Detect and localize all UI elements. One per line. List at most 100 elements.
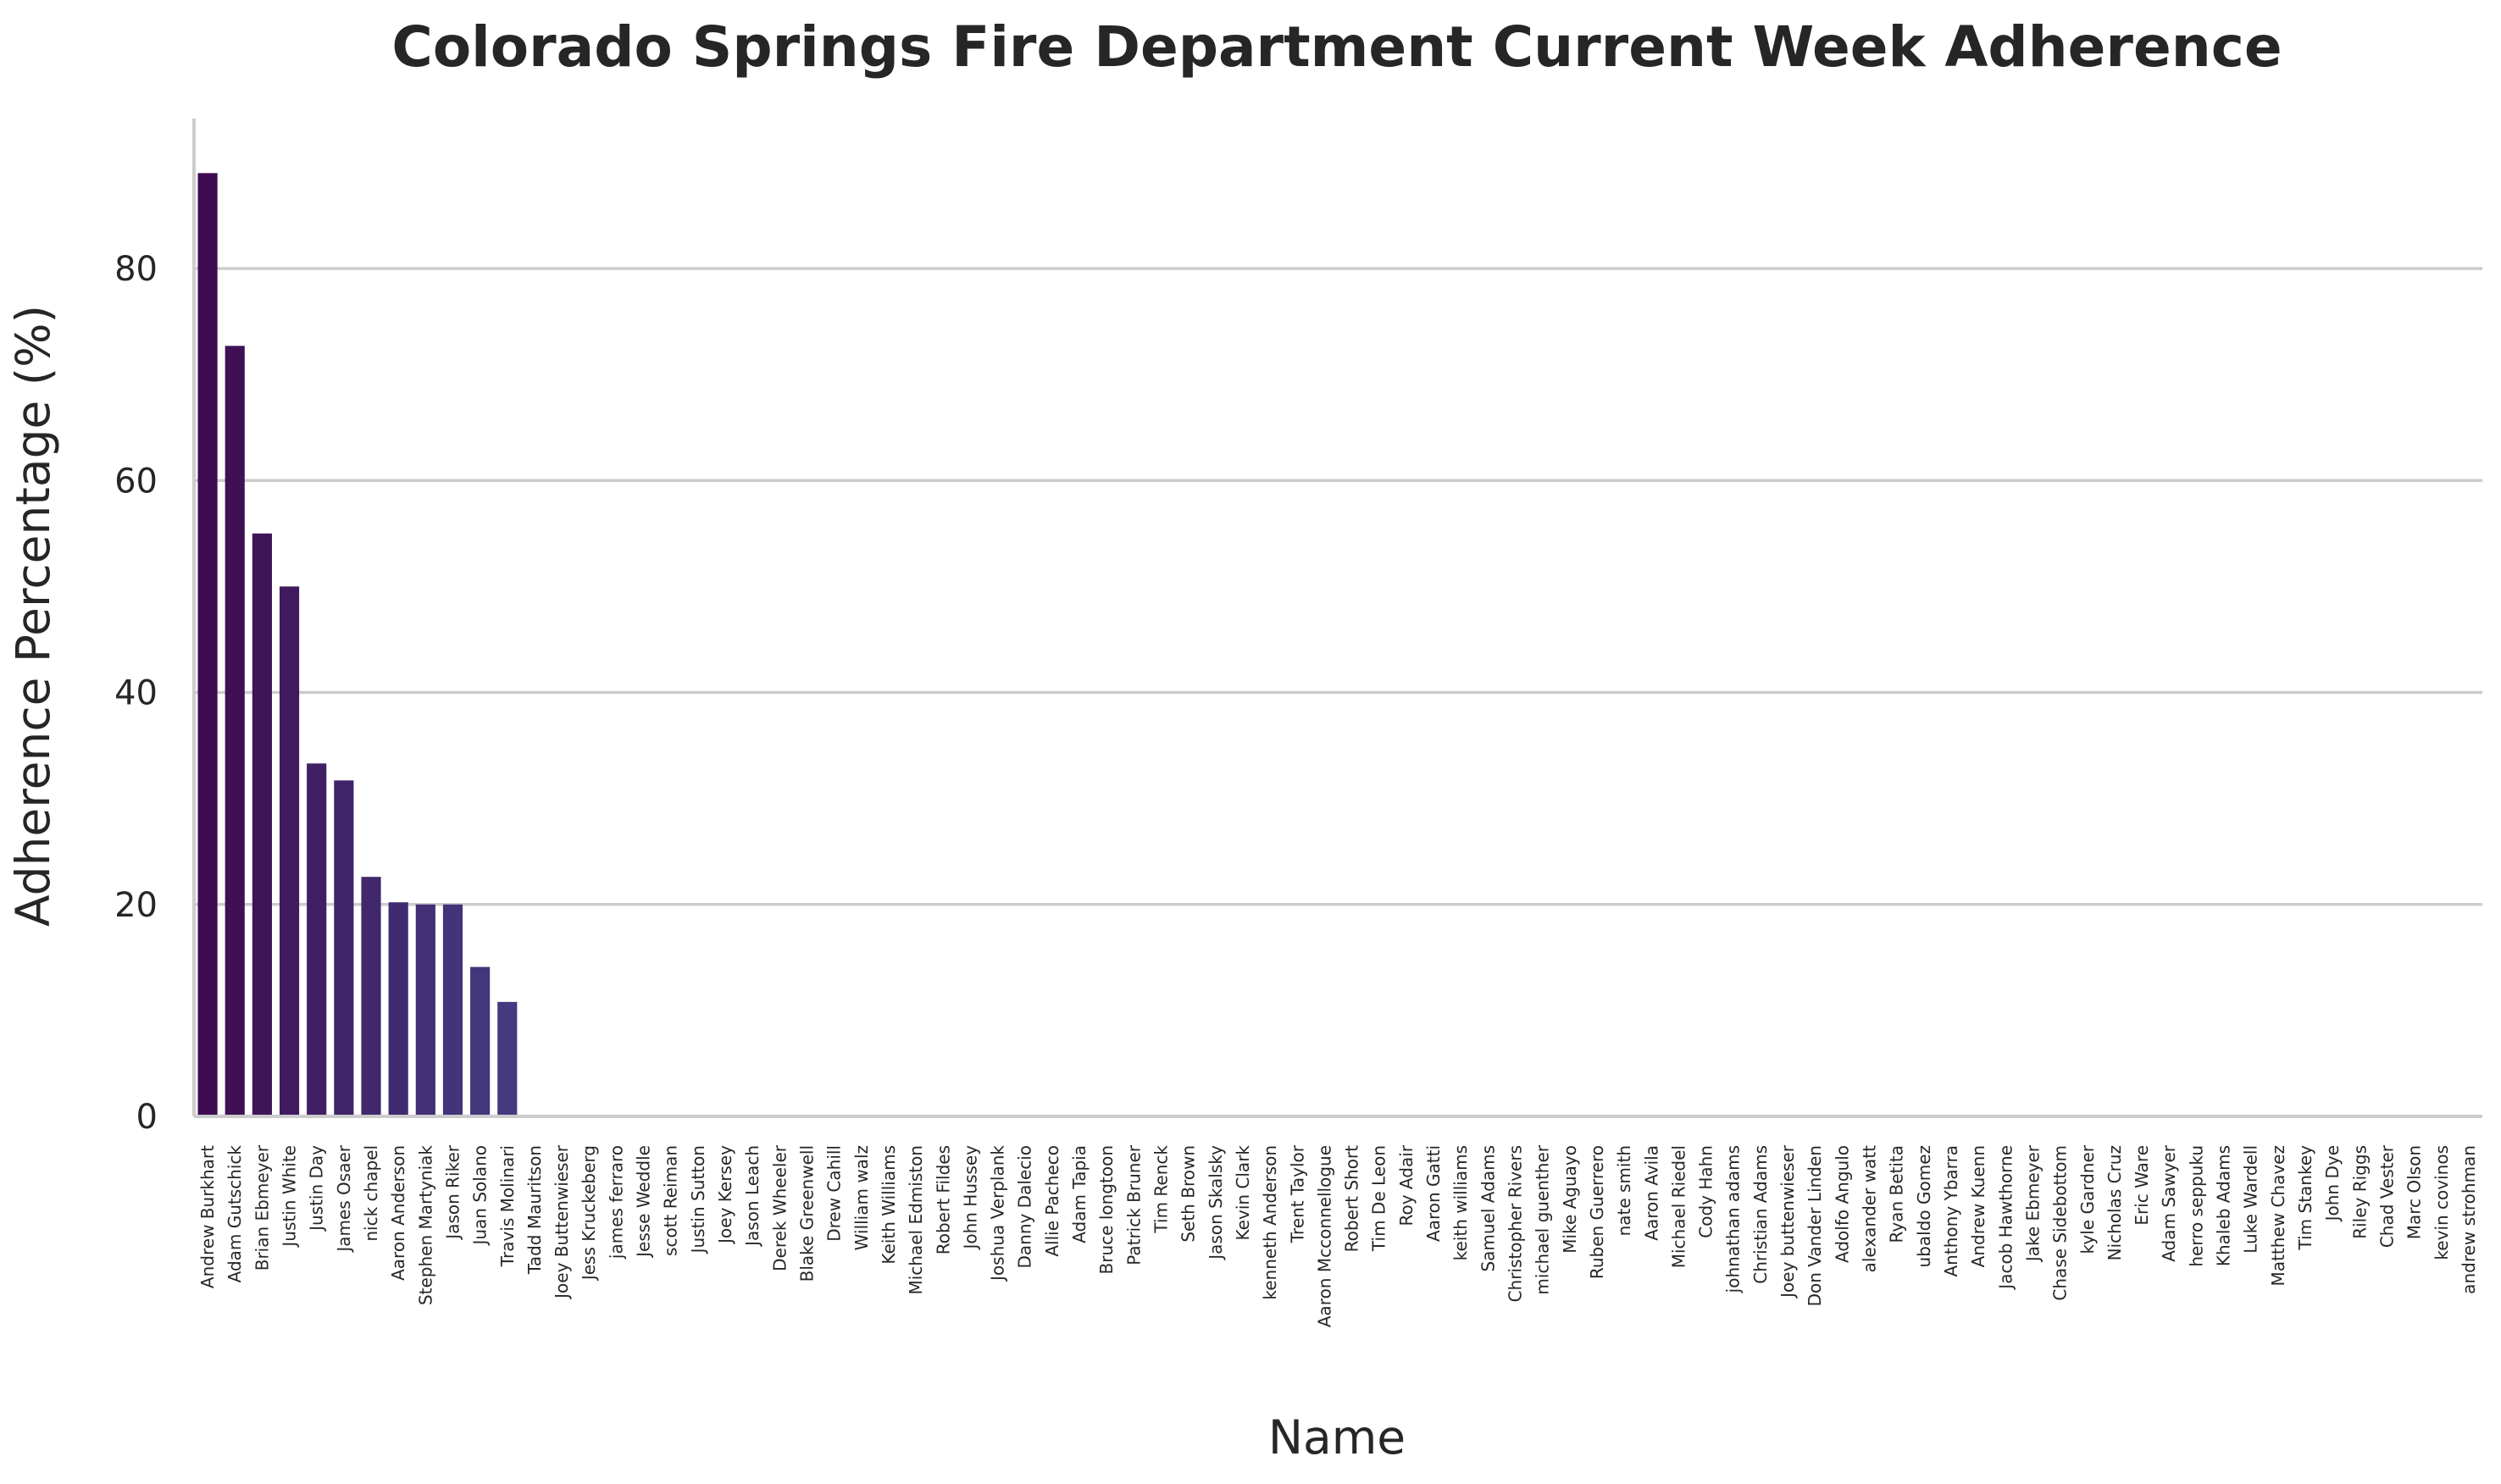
x-tick-label: Aaron Avila bbox=[1641, 1145, 1661, 1241]
x-tick-label: Blake Greenwell bbox=[796, 1145, 817, 1282]
x-tick-label: Nicholas Cruz bbox=[2104, 1145, 2125, 1260]
x-tick-label: Brian Ebmeyer bbox=[252, 1144, 272, 1271]
y-tick-label: 40 bbox=[114, 674, 158, 713]
x-tick-label: Jess Kruckeberg bbox=[579, 1145, 599, 1282]
x-tick-label: Jason Skalsky bbox=[1206, 1145, 1226, 1261]
x-tick-label: Don Vander Linden bbox=[1805, 1145, 1825, 1306]
x-tick-label: herro seppuku bbox=[2186, 1145, 2206, 1267]
x-tick-label: nate smith bbox=[1614, 1145, 1634, 1236]
x-tick-label: Eric Ware bbox=[2132, 1145, 2152, 1226]
x-tick-label: Trent Taylor bbox=[1287, 1144, 1307, 1243]
x-tick-labels: Andrew Burkhart Adam Gutschick Brian Ebmey… bbox=[197, 1144, 2479, 1327]
x-tick-label: kevin covinos bbox=[2432, 1145, 2452, 1260]
x-tick-label: Andrew Kuenn bbox=[1968, 1145, 1988, 1267]
y-tick-label: 0 bbox=[136, 1098, 158, 1137]
x-tick-label: Keith Williams bbox=[879, 1145, 899, 1265]
bar bbox=[470, 966, 491, 1116]
x-tick-label: Joey Buttenwieser bbox=[552, 1144, 572, 1300]
x-tick-label: nick chapel bbox=[361, 1145, 381, 1242]
x-tick-label: Christopher Rivers bbox=[1506, 1145, 1526, 1302]
x-tick-label: Aaron Anderson bbox=[388, 1145, 408, 1281]
x-tick-label: Justin White bbox=[280, 1145, 300, 1249]
y-axis-label: Adherence Percentage (%) bbox=[6, 305, 60, 927]
x-tick-label: alexander watt bbox=[1860, 1145, 1880, 1273]
x-tick-label: John Dye bbox=[2322, 1145, 2343, 1222]
x-tick-label: Jesse Weddle bbox=[634, 1145, 654, 1259]
x-tick-label: Robert Fildes bbox=[933, 1145, 953, 1254]
chart-title: Colorado Springs Fire Department Current… bbox=[391, 14, 2282, 80]
x-tick-label: keith williams bbox=[1450, 1145, 1471, 1260]
x-tick-label: james ferraro bbox=[606, 1145, 626, 1260]
x-tick-label: Ruben Guerrero bbox=[1587, 1145, 1607, 1279]
bar bbox=[415, 904, 435, 1116]
x-tick-label: kyle Gardner bbox=[2077, 1144, 2098, 1254]
x-tick-label: Luke Wardell bbox=[2241, 1145, 2261, 1254]
x-tick-label: Allie Pacheco bbox=[1042, 1145, 1062, 1257]
x-tick-label: Khaleb Adams bbox=[2214, 1145, 2234, 1266]
x-tick-label: Robert Short bbox=[1342, 1145, 1362, 1252]
x-tick-label: Bruce longtoon bbox=[1096, 1145, 1117, 1274]
bar bbox=[225, 346, 245, 1116]
y-tick-label: 20 bbox=[114, 886, 158, 925]
x-tick-label: Travis Molinari bbox=[497, 1145, 518, 1267]
x-tick-label: Tim Stankey bbox=[2295, 1145, 2315, 1251]
x-tick-label: Joshua Verplank bbox=[988, 1145, 1008, 1282]
x-tick-label: Riley Riggs bbox=[2349, 1145, 2370, 1239]
x-tick-label: James Osaer bbox=[334, 1144, 354, 1253]
x-tick-label: Adolfo Angulo bbox=[1832, 1145, 1852, 1263]
x-tick-label: Seth Brown bbox=[1178, 1145, 1199, 1243]
x-tick-label: Samuel Adams bbox=[1478, 1145, 1498, 1272]
x-tick-label: kenneth Anderson bbox=[1260, 1145, 1280, 1300]
x-tick-label: Marc Olson bbox=[2404, 1145, 2425, 1239]
x-tick-label: Joey buttenwieser bbox=[1777, 1144, 1798, 1299]
x-tick-label: ubaldo Gomez bbox=[1914, 1145, 1934, 1268]
bar bbox=[361, 877, 381, 1116]
x-tick-label: Adam Tapia bbox=[1069, 1145, 1090, 1243]
x-tick-label: Chase Sidebottom bbox=[2050, 1145, 2071, 1301]
x-tick-label: Juan Solano bbox=[470, 1145, 491, 1247]
x-tick-label: Roy Adair bbox=[1396, 1144, 1417, 1226]
y-tick-label: 80 bbox=[114, 250, 158, 289]
x-tick-label: Anthony Ybarra bbox=[1941, 1145, 1961, 1277]
x-tick-label: Justin Sutton bbox=[688, 1145, 708, 1254]
x-tick-label: Kevin Clark bbox=[1233, 1145, 1253, 1241]
x-tick-label: Derek Wheeler bbox=[769, 1144, 790, 1271]
x-tick-label: Jason Leach bbox=[742, 1145, 762, 1248]
x-tick-label: Andrew Burkhart bbox=[197, 1145, 218, 1288]
x-tick-label: William walz bbox=[851, 1145, 872, 1250]
x-tick-label: Matthew Chavez bbox=[2268, 1145, 2288, 1286]
bar bbox=[388, 902, 408, 1116]
x-tick-label: Jake Ebmeyer bbox=[2022, 1144, 2043, 1263]
gridlines bbox=[194, 267, 2482, 906]
x-tick-label: Michael Riedel bbox=[1668, 1145, 1689, 1268]
x-tick-label: Ryan Betita bbox=[1887, 1145, 1907, 1243]
x-tick-label: Aaron Gatti bbox=[1423, 1145, 1444, 1242]
x-tick-label: Jason Riker bbox=[442, 1144, 463, 1240]
bar bbox=[252, 533, 272, 1116]
y-tick-labels: 0 20 40 60 80 bbox=[114, 250, 158, 1137]
x-tick-label: Adam Gutschick bbox=[225, 1145, 245, 1283]
x-tick-label: Adam Sawyer bbox=[2159, 1144, 2179, 1262]
x-tick-label: John Hussey bbox=[960, 1145, 980, 1251]
x-tick-label: Stephen Martyniak bbox=[415, 1145, 435, 1305]
x-axis-label: Name bbox=[1268, 1410, 1406, 1465]
x-tick-label: michael guenther bbox=[1533, 1144, 1553, 1294]
x-tick-label: Danny Dalecio bbox=[1015, 1145, 1035, 1269]
x-tick-label: Jacob Hawthorne bbox=[1995, 1145, 2016, 1291]
bars bbox=[197, 173, 518, 1117]
bar bbox=[279, 586, 300, 1116]
bar bbox=[442, 904, 463, 1116]
x-tick-label: andrew strohman bbox=[2459, 1145, 2479, 1294]
x-tick-label: Christian Adams bbox=[1750, 1145, 1771, 1284]
x-tick-label: Joey Kersey bbox=[715, 1145, 735, 1245]
x-tick-label: Cody Hahn bbox=[1696, 1145, 1716, 1238]
x-tick-label: Chad Vester bbox=[2376, 1144, 2397, 1248]
x-tick-label: Drew Cahill bbox=[824, 1145, 845, 1242]
x-tick-label: Tadd Mauritson bbox=[524, 1145, 545, 1275]
x-tick-label: Aaron Mcconnellogue bbox=[1314, 1145, 1334, 1327]
bar bbox=[334, 780, 354, 1116]
x-tick-label: Justin Day bbox=[307, 1145, 327, 1232]
x-tick-label: Michael Edmiston bbox=[906, 1145, 926, 1295]
